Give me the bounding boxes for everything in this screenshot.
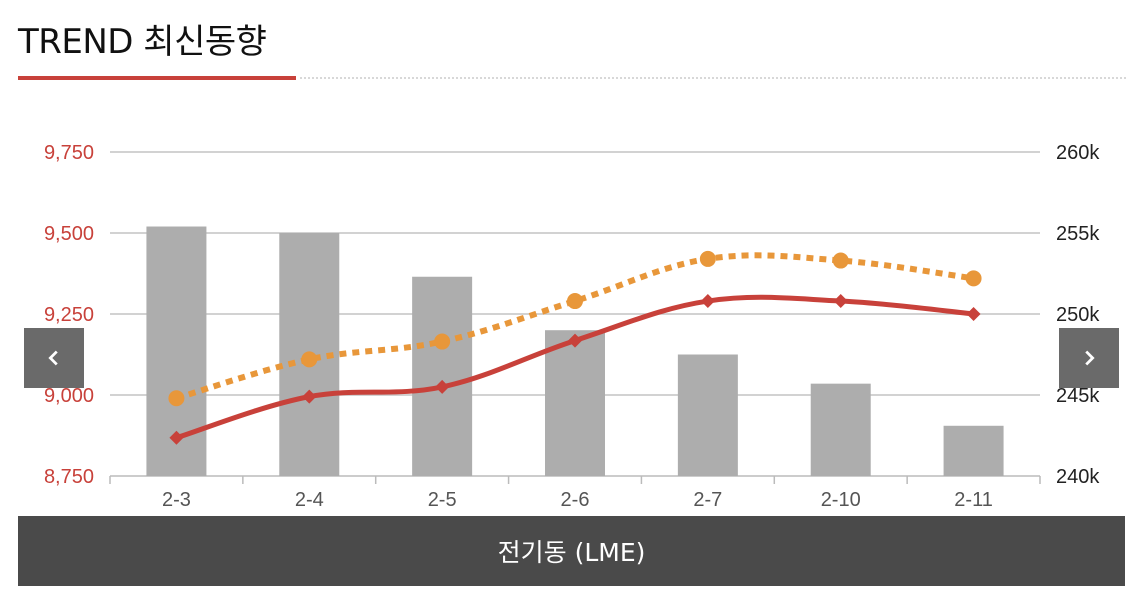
title-divider [300,77,1126,79]
series-point-dotted [965,270,982,287]
series-point-solid [435,379,450,394]
header: TREND 최신동향 [18,18,267,66]
prev-button[interactable] [24,328,84,388]
series-point-solid [302,389,317,404]
series-point-dotted [832,252,849,269]
axis-layer [109,476,1041,484]
right-axis-tick-label: 240k [1056,466,1100,488]
series-point-dotted [168,390,185,407]
labels-layer: 9,750 260k 9,500 255k 9,250 250k 9,000 245k 8,75… [44,142,1100,510]
right-axis-tick-label: 245k [1056,385,1100,407]
x-axis-tick-label: 2-7 [693,489,722,510]
right-axis-tick-label: 255k [1056,223,1100,245]
chevron-left-icon [48,350,58,366]
series-point-dotted [567,293,583,310]
x-axis-tick-label: 2-10 [821,489,861,510]
footer-label: 전기동 (LME) [497,538,646,567]
right-axis-tick-label: 260k [1056,142,1100,164]
next-button[interactable] [1059,328,1119,388]
right-axis-tick-label: 250k [1056,304,1100,326]
bar [545,330,605,476]
series-point-solid [568,333,582,348]
series-point-dotted [699,250,716,267]
bars-layer [146,226,1004,476]
left-axis-tick-label: 9,250 [44,304,94,326]
title-underline [18,76,296,80]
series-point-dotted [301,351,318,368]
series-point-solid [700,294,715,309]
x-axis-tick-label: 2-6 [561,489,590,510]
series-point-dotted [434,333,451,350]
x-axis-tick-label: 2-11 [954,489,993,510]
series-point-solid [169,430,184,445]
left-axis-tick-label: 9,750 [44,142,94,164]
trend-chart: 9,750 260k 9,500 255k 9,250 250k 9,000 245k 8,75… [44,142,1100,510]
bar [810,383,871,476]
page-title: TREND 최신동향 [18,22,267,62]
x-axis-tick-label: 2-5 [428,489,457,510]
series-point-solid [833,294,848,309]
bar [677,354,738,476]
x-axis-tick-label: 2-4 [295,489,324,510]
left-axis-tick-label: 8,750 [44,466,94,488]
left-axis-tick-label: 9,000 [44,385,94,407]
bar [412,276,473,476]
footer-commodity-bar[interactable]: 전기동 (LME) [18,516,1125,586]
series-point-solid [966,307,981,321]
left-axis-tick-label: 9,500 [44,223,94,245]
bar [943,425,1004,476]
x-axis-tick-label: 2-3 [162,489,191,510]
chevron-right-icon [1085,350,1095,366]
lines-layer [168,250,982,445]
